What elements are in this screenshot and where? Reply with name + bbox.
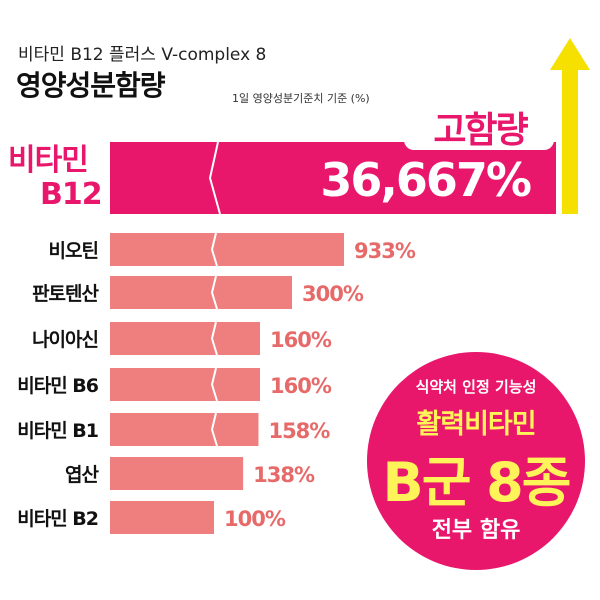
- value-label-6: 138%: [253, 463, 315, 487]
- bar-2: [110, 276, 292, 309]
- bar-7: [110, 501, 214, 534]
- axis-break-mark: [208, 141, 221, 215]
- chart-title: 영양성분함량: [16, 69, 166, 102]
- axis-break-mark-3: [210, 321, 218, 356]
- value-label-1: 933%: [354, 239, 416, 263]
- value-label-vitamin-b12: 36,667%: [320, 153, 531, 207]
- badge-line3: B군 8종: [382, 451, 572, 514]
- bar-1: [110, 233, 344, 266]
- category-label-5: 비타민 B1: [17, 420, 98, 442]
- axis-break-mark-4: [210, 367, 218, 402]
- value-label-5: 158%: [268, 419, 330, 443]
- highlight-tag: 고함량: [433, 110, 528, 151]
- category-label-7: 비타민 B2: [17, 508, 98, 530]
- bar-3: [110, 322, 260, 355]
- category-label-1: 비오틴: [49, 240, 98, 262]
- value-label-3: 160%: [270, 328, 332, 352]
- badge-line2: 활력비타민: [416, 409, 536, 440]
- axis-break-mark-5: [210, 412, 218, 447]
- bar-6: [110, 457, 244, 490]
- category-label-2: 판토텐산: [32, 283, 99, 305]
- category-label-3: 나이아신: [32, 329, 98, 351]
- highlight-tag-bg: [404, 104, 554, 150]
- bar-5: [110, 413, 259, 446]
- category-label-vitamin-b12: B12: [40, 177, 102, 212]
- value-label-4: 160%: [270, 374, 332, 398]
- value-label-7: 100%: [224, 507, 286, 531]
- bar-4: [110, 368, 260, 401]
- category-label-6: 엽산: [65, 464, 99, 486]
- axis-break-mark-1: [210, 232, 218, 267]
- chart-note: 1일 영양성분기준치 기준 (%): [232, 92, 370, 105]
- category-label-4: 비타민 B6: [17, 375, 99, 397]
- value-label-2: 300%: [302, 282, 364, 306]
- up-arrow-icon: [550, 38, 590, 214]
- badge-line4: 전부 함유: [431, 518, 521, 543]
- axis-break-mark-2: [210, 275, 218, 310]
- category-label-vitamin-b12: 비타민: [8, 143, 88, 178]
- badge-line1: 식약처 인정 기능성: [415, 378, 537, 396]
- chart-subtitle: 비타민 B12 플러스 V-complex 8: [18, 45, 267, 65]
- feature-badge: 식약처 인정 기능성 활력비타민 B군 8종 전부 함유: [367, 352, 585, 570]
- bar-vitamin-b12: [110, 142, 556, 214]
